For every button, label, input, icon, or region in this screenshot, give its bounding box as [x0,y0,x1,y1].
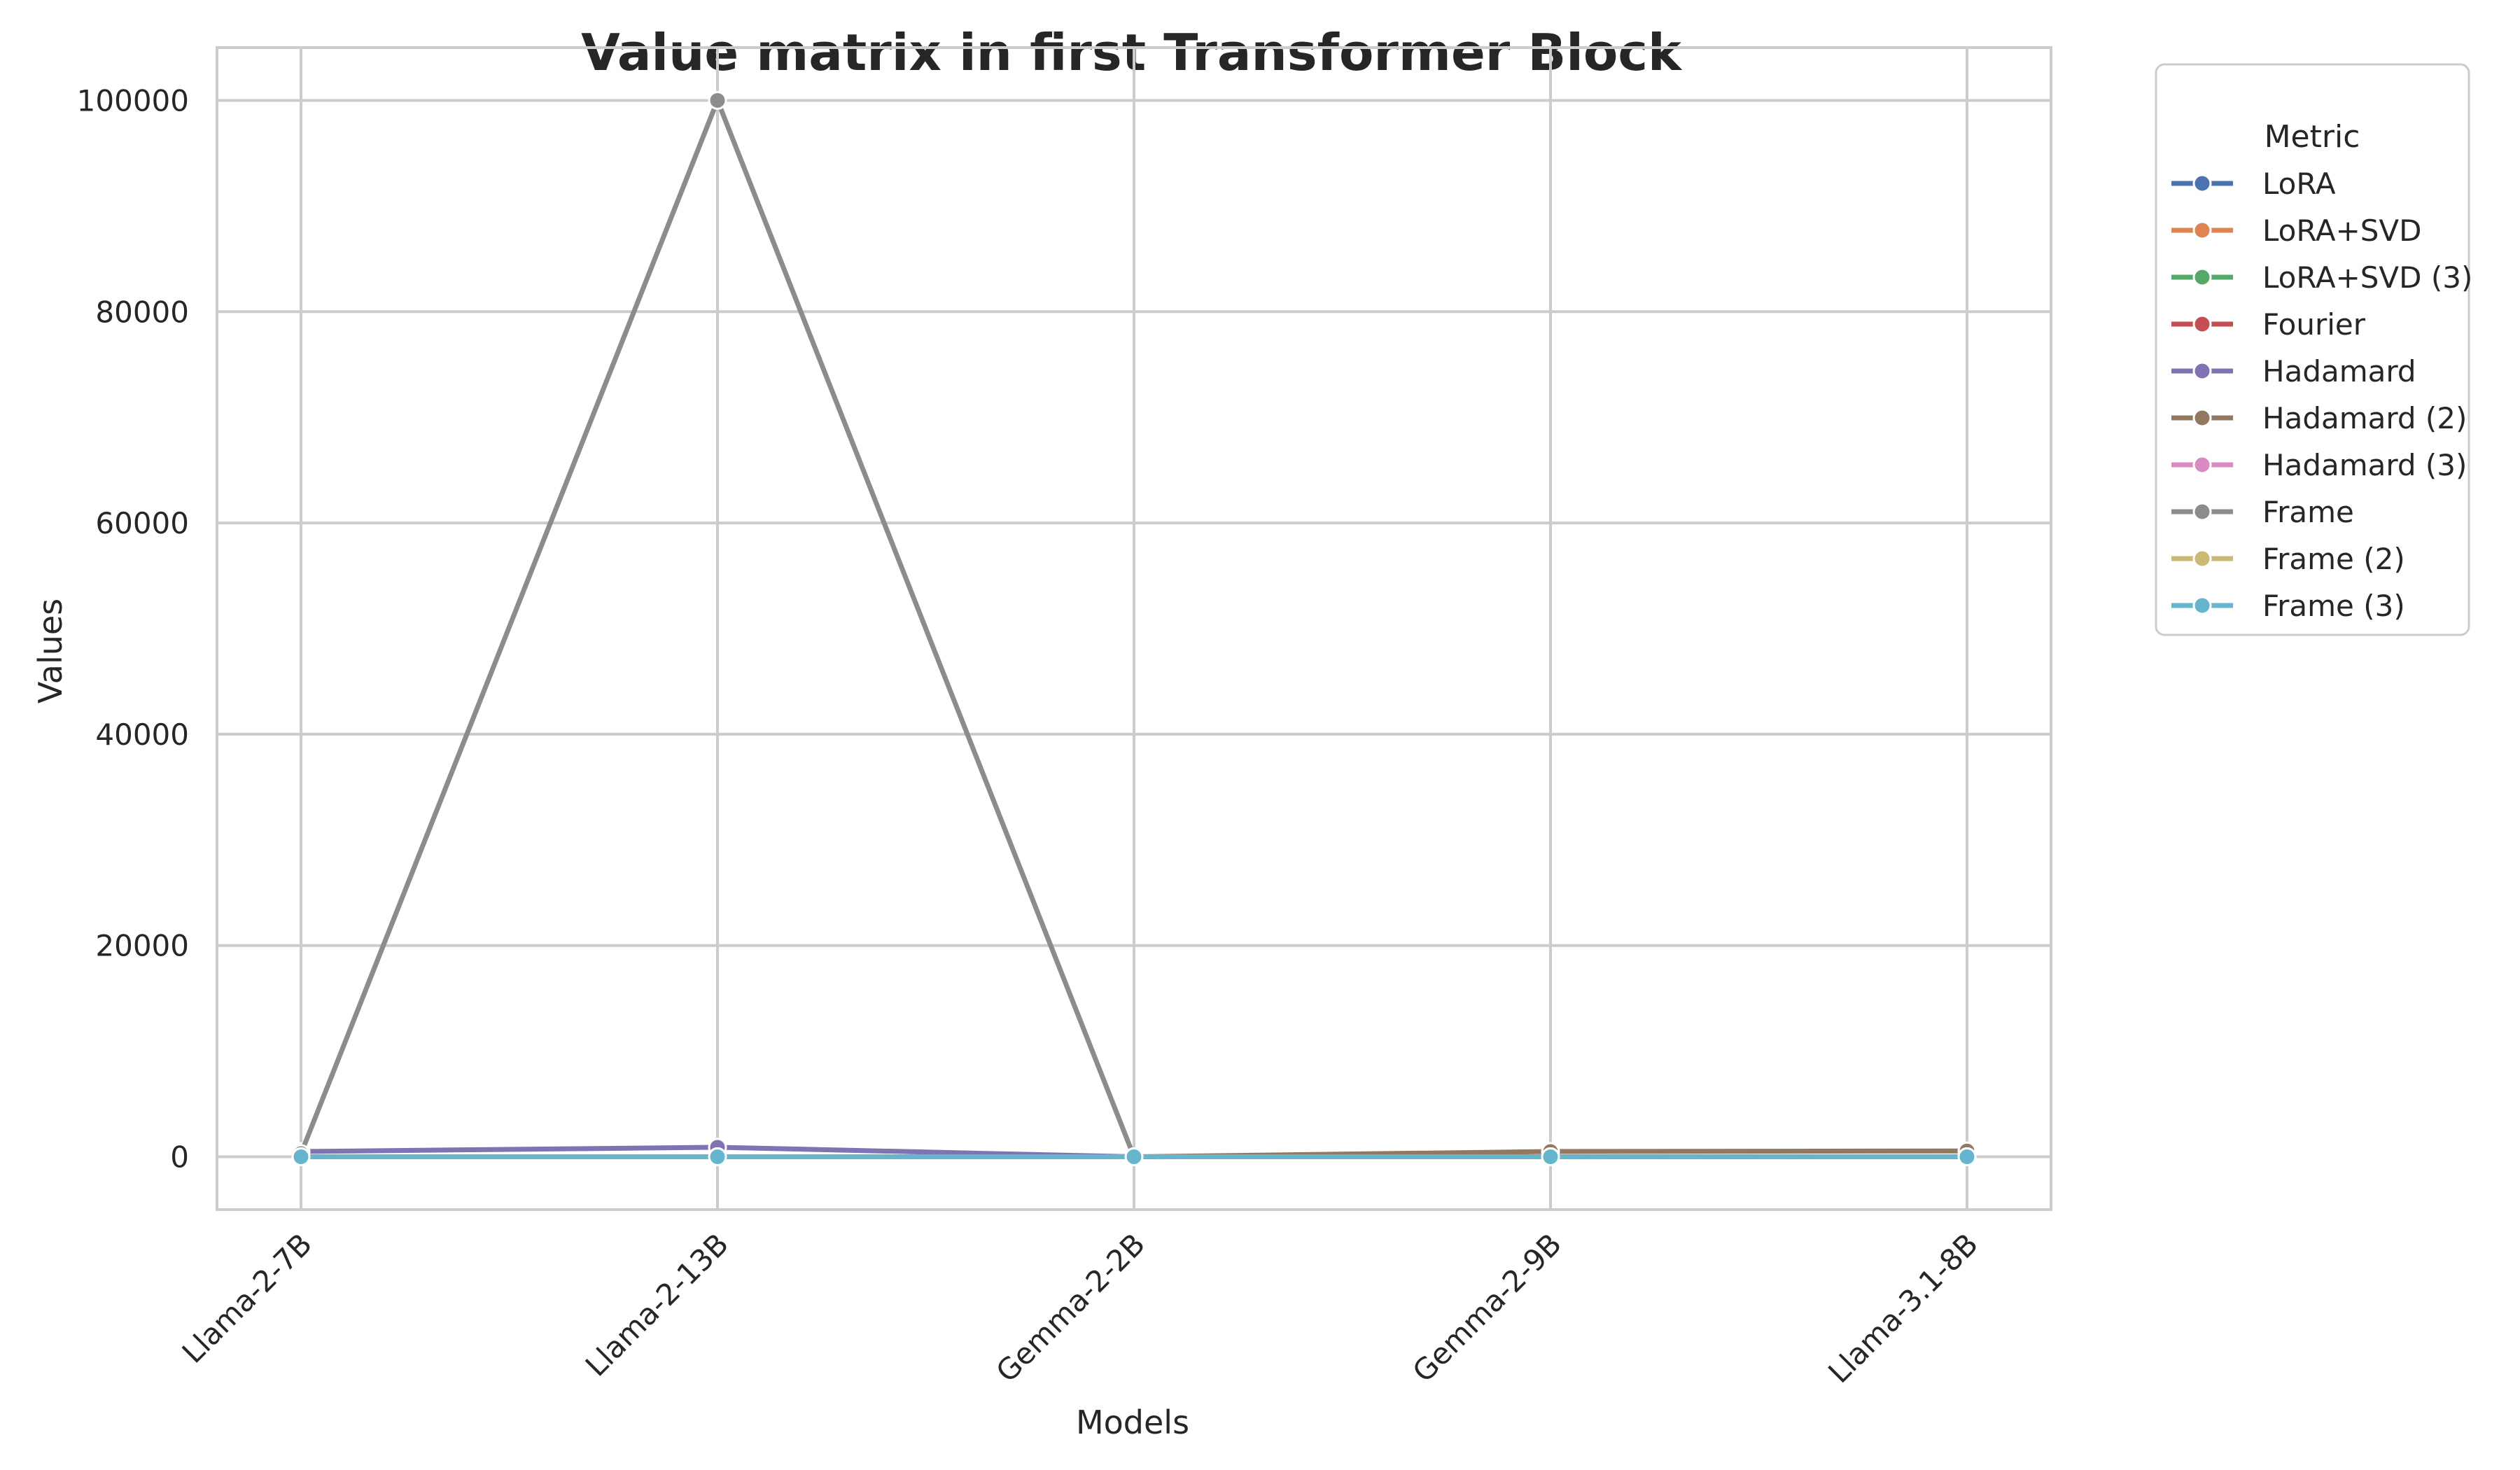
legend-label: LoRA+SVD (3) [2262,260,2472,295]
y-axis-label: Values [31,598,69,704]
y-tick-label: 0 [170,1140,189,1175]
legend-item: Frame [2171,495,2354,529]
legend-swatch-marker [2192,408,2212,428]
data-point [708,1147,727,1167]
legend-swatch-marker [2192,314,2212,334]
legend-label: Hadamard [2262,354,2416,388]
legend-item: Fourier [2171,307,2366,342]
legend-label: LoRA [2262,167,2336,201]
y-tick-label: 100000 [77,83,189,118]
data-point [291,1147,311,1167]
legend-label: Frame (2) [2262,542,2405,576]
series-frame-3 [291,1147,1977,1167]
legend-label: Hadamard (2) [2262,401,2467,435]
legend-label: Frame [2262,495,2354,529]
legend-item: Hadamard [2171,354,2416,388]
legend-item: LoRA+SVD (3) [2171,260,2472,295]
data-point [708,90,727,110]
legend-title: Metric [2264,119,2360,155]
x-axis-label: Models [1076,1404,1189,1441]
data-point [1957,1147,1977,1167]
chart-title: Value matrix in first Transformer Block [581,23,1683,82]
legend-item: Hadamard (3) [2171,448,2467,482]
legend-item: Frame (3) [2171,589,2405,623]
legend-box [2155,63,2470,636]
legend-label: LoRA+SVD [2262,214,2422,248]
series-layer [291,90,1977,1167]
y-tick-label: 40000 [95,718,189,752]
legend-item: LoRA+SVD [2171,214,2422,248]
legend-label: Hadamard (3) [2262,448,2467,482]
plot-area-frame [216,46,2052,1211]
legend-swatch-marker [2192,361,2212,381]
legend-item: Hadamard (2) [2171,401,2467,435]
legend-items: LoRA LoRA+SVD LoRA+SVD (3) Fourier Hadamard H… [2171,167,2472,623]
legend-swatch-marker [2192,502,2212,522]
data-point [1124,1147,1144,1167]
legend-swatch-marker [2192,220,2212,240]
y-tick-label: 60000 [95,506,189,540]
legend-swatch-marker [2192,267,2212,287]
legend-item: Frame (2) [2171,542,2405,576]
data-point [1541,1147,1560,1167]
grid-lines [217,48,2051,1210]
legend-item: LoRA [2171,167,2336,201]
y-tick-label: 80000 [95,295,189,329]
legend-swatch-marker [2192,174,2212,193]
legend: Metric LoRA LoRA+SVD LoRA+SVD (3) Fourier Ha… [2155,63,2472,636]
y-axis-ticks: 0 20000 40000 60000 80000 100000 [77,83,189,1174]
legend-label: Fourier [2262,307,2366,342]
legend-swatch-marker [2192,549,2212,568]
legend-swatch-marker [2192,596,2212,615]
legend-swatch-marker [2192,455,2212,475]
legend-label: Frame (3) [2262,589,2405,623]
y-tick-label: 20000 [95,929,189,963]
